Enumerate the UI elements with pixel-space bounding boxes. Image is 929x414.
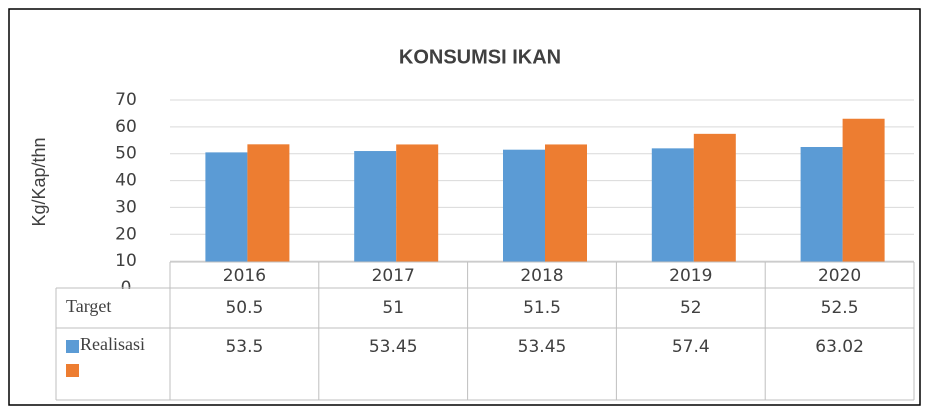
legend-key xyxy=(66,364,79,377)
x-tick-label: 2020 xyxy=(818,266,861,286)
category-row-bg xyxy=(170,262,914,288)
x-tick-label: 2018 xyxy=(520,266,563,286)
table-value: 53.5 xyxy=(225,337,263,357)
x-tick-label: 2019 xyxy=(669,266,712,286)
table-value: 57.4 xyxy=(672,337,710,357)
y-axis-label: Kg/Kap/thn xyxy=(29,137,49,226)
chart-frame xyxy=(8,8,921,406)
y-tick-label: 20 xyxy=(115,224,137,244)
chart-title: KONSUMSI IKAN xyxy=(399,46,561,68)
zero-label-mask xyxy=(110,289,168,303)
bar xyxy=(842,118,885,289)
x-tick-label: 2016 xyxy=(223,266,266,286)
legend-label: Realisasi xyxy=(80,334,145,354)
table-value: 52 xyxy=(680,298,702,318)
legend-label-box: Realisasi xyxy=(80,334,145,354)
y-tick-label: 60 xyxy=(115,117,137,137)
table-value: 63.02 xyxy=(815,337,864,357)
y-tick-label: 70 xyxy=(115,90,137,110)
table-value: 53.45 xyxy=(518,337,567,357)
table-value: 51.5 xyxy=(523,298,561,318)
x-tick-label: 2017 xyxy=(372,266,415,286)
y-tick-label: 50 xyxy=(115,144,137,164)
y-tick-label: 30 xyxy=(115,197,137,217)
y-tick-label: 10 xyxy=(115,251,137,271)
table-value: 51 xyxy=(382,298,404,318)
table-value: 53.45 xyxy=(369,337,418,357)
legend-key xyxy=(66,340,79,353)
table-value: 52.5 xyxy=(821,298,859,318)
legend-label: Target xyxy=(66,296,111,316)
y-tick-label: 40 xyxy=(115,171,137,191)
table-value: 50.5 xyxy=(225,298,263,318)
data-table: 2016 2017 2018 2019 2020 Target 50.5 51 51.5 52 52… xyxy=(55,261,915,401)
